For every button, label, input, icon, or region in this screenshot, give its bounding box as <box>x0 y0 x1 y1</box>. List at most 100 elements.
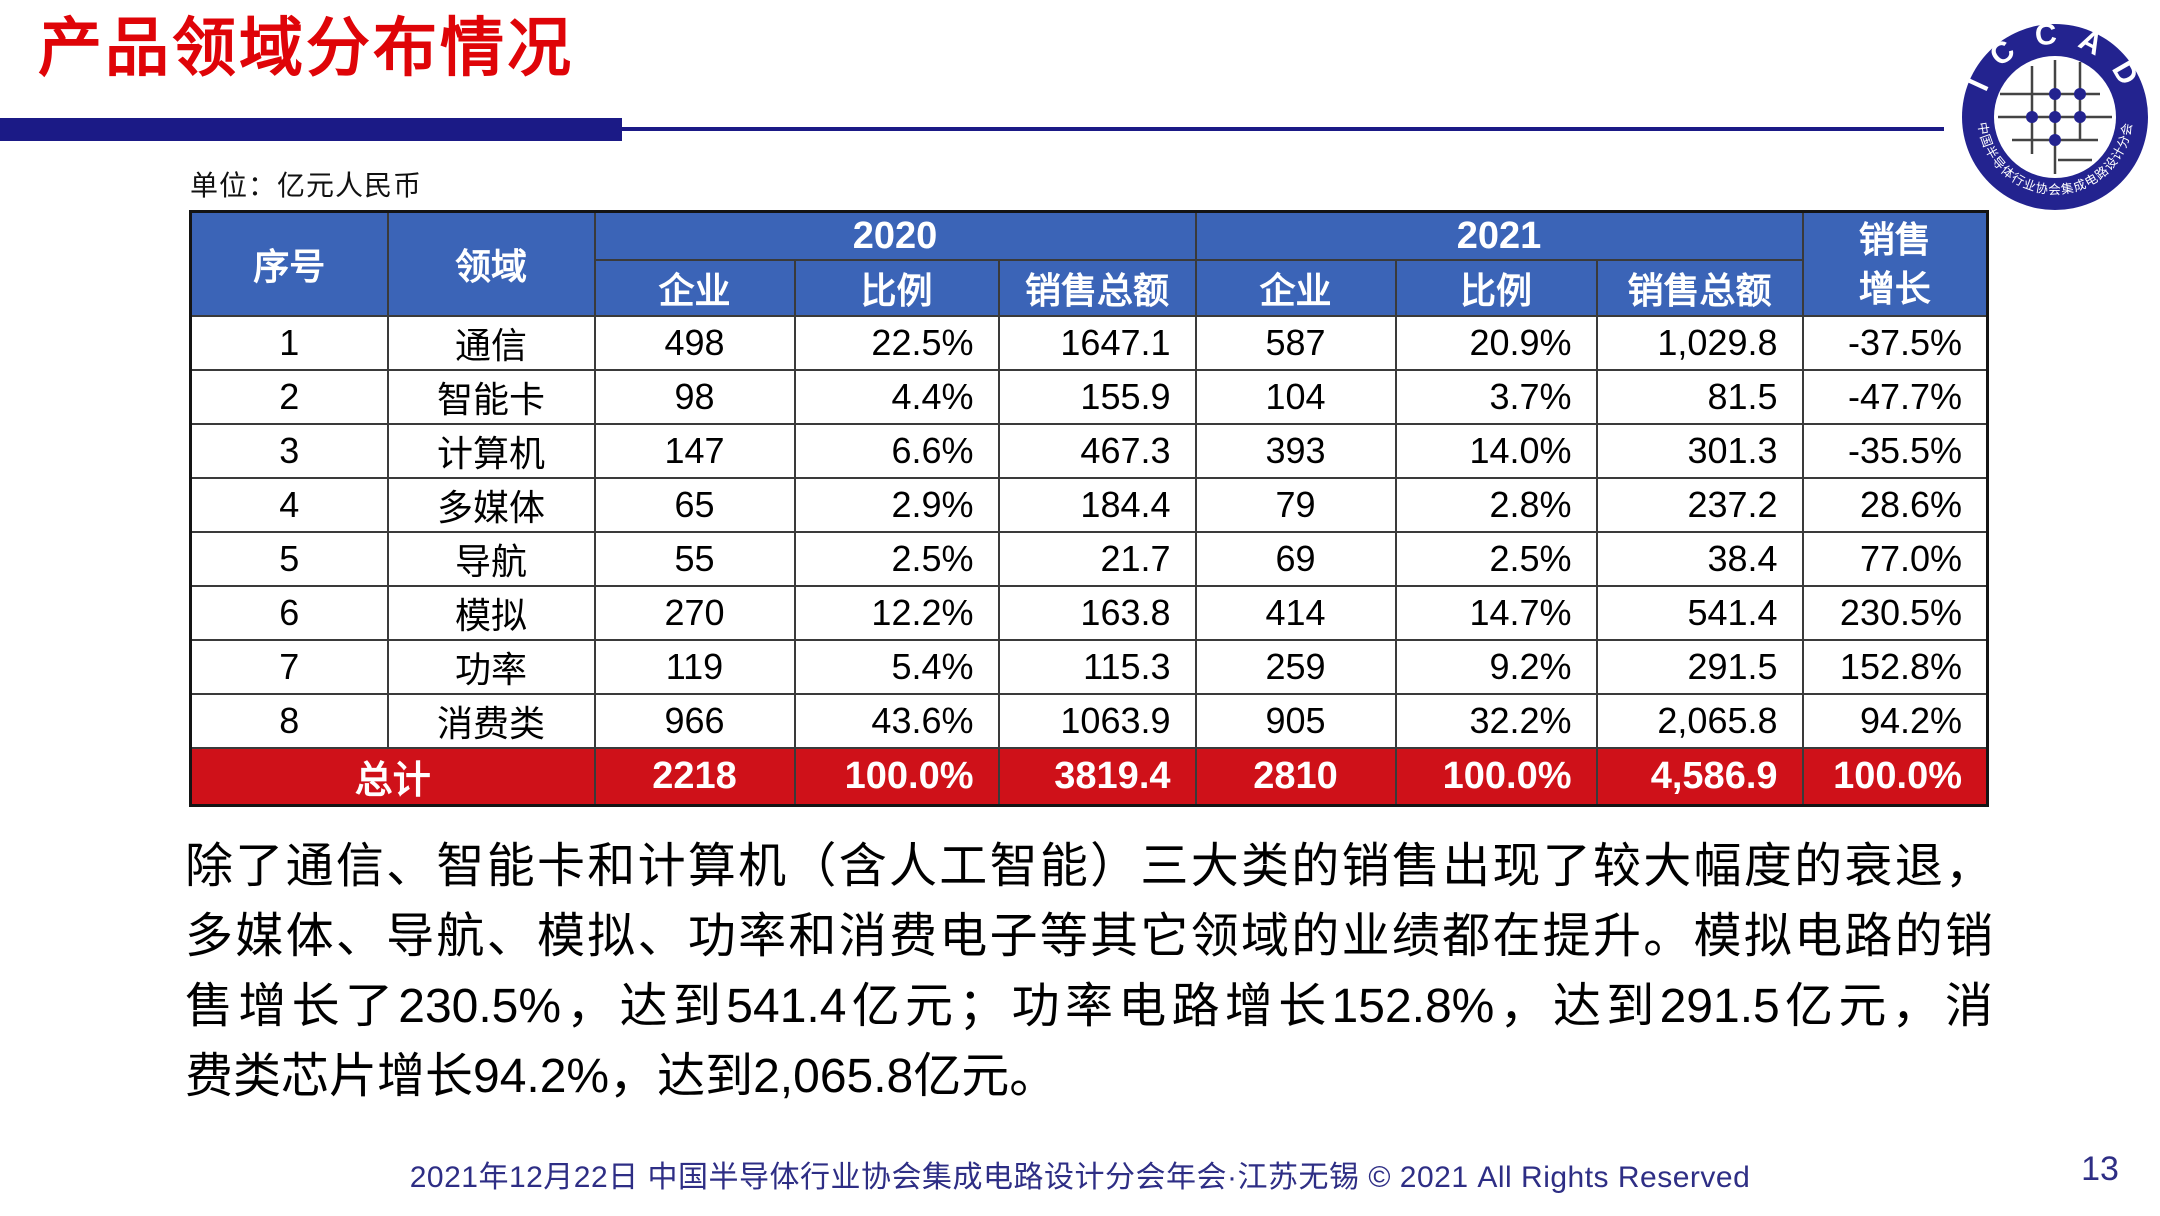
table-cell: 100.0% <box>1394 747 1598 807</box>
iccad-logo-icon: I C C A D 中国半导体行业协会集成电路设计分会 <box>1962 22 2148 210</box>
table-cell: 5 <box>189 531 389 587</box>
table-cell: 6.6% <box>793 423 1000 479</box>
table-cell: 2.5% <box>793 531 1000 587</box>
table-cell: 通信 <box>386 315 596 371</box>
table-row: 2 智能卡 98 4.4% 155.9 104 3.7% 81.5 -47.7% <box>189 369 1989 425</box>
table-cell: 115.3 <box>997 639 1197 695</box>
table-cell: 541.4 <box>1595 585 1804 641</box>
table-header-row-1: 序号 领域 2020 2021 销售 增长 <box>189 210 1989 317</box>
table-cell: 152.8% <box>1801 639 1989 695</box>
table-cell: 79 <box>1194 477 1397 533</box>
table-cell: 3.7% <box>1394 369 1598 425</box>
title-underline-thin <box>622 127 1944 131</box>
table-cell: 498 <box>593 315 796 371</box>
table-cell: 模拟 <box>386 585 596 641</box>
header-sales-growth: 销售 增长 <box>1801 210 1989 317</box>
table-cell: 7 <box>189 639 389 695</box>
footer-text: 2021年12月22日 中国半导体行业协会集成电路设计分会年会·江苏无锡 © 2… <box>409 1161 1751 1194</box>
table-cell: 100.0% <box>1801 747 1989 807</box>
page-number: 13 <box>2081 1150 2119 1188</box>
header-sales-2021: 销售总额 <box>1595 259 1804 317</box>
table-cell: 3 <box>189 423 389 479</box>
table-cell: 163.8 <box>997 585 1197 641</box>
header-company-2020: 企业 <box>593 259 796 317</box>
table-cell: 966 <box>593 693 796 749</box>
table-cell: 587 <box>1194 315 1397 371</box>
table-cell: 计算机 <box>386 423 596 479</box>
table-cell: 功率 <box>386 639 596 695</box>
table-cell: 2.8% <box>1394 477 1598 533</box>
table-cell: 3819.4 <box>997 747 1197 807</box>
paragraph-line: 除了通信、智能卡和计算机（含人工智能）三大类的销售出现了较大幅度的衰退， <box>185 840 1993 893</box>
table-cell: 301.3 <box>1595 423 1804 479</box>
table-row: 5 导航 55 2.5% 21.7 69 2.5% 38.4 77.0% <box>189 531 1989 587</box>
table-cell: 4 <box>189 477 389 533</box>
header-company-2021: 企业 <box>1194 259 1397 317</box>
table-cell: 14.0% <box>1394 423 1598 479</box>
table-cell: 43.6% <box>793 693 1000 749</box>
table-cell: 1063.9 <box>997 693 1197 749</box>
table-cell: 69 <box>1194 531 1397 587</box>
table-cell: 4,586.9 <box>1595 747 1804 807</box>
table-cell: 6 <box>189 585 389 641</box>
total-label: 总计 <box>189 747 596 807</box>
table-cell: 155.9 <box>997 369 1197 425</box>
table-cell: 5.4% <box>793 639 1000 695</box>
table-cell: 55 <box>593 531 796 587</box>
table-header-row-2: 企业 比例 销售总额 企业 比例 销售总额 <box>191 259 1988 317</box>
table-cell: 32.2% <box>1394 693 1598 749</box>
header-sales-growth-line1: 销售 <box>1858 219 1931 260</box>
table-cell: 81.5 <box>1595 369 1804 425</box>
title-underline-thick <box>0 118 622 141</box>
header-year-2020: 2020 <box>593 210 1197 261</box>
table-cell: 119 <box>593 639 796 695</box>
table-row: 1 通信 498 22.5% 1647.1 587 20.9% 1,029.8 … <box>189 315 1989 371</box>
table-cell: -35.5% <box>1801 423 1989 479</box>
table-cell: 147 <box>593 423 796 479</box>
header-share-2020: 比例 <box>793 259 1000 317</box>
table-cell: 270 <box>593 585 796 641</box>
table-cell: 38.4 <box>1595 531 1804 587</box>
table-cell: 184.4 <box>997 477 1197 533</box>
table-cell: 100.0% <box>793 747 1000 807</box>
page-title: 产品领域分布情况 <box>38 12 574 84</box>
table-row: 7 功率 119 5.4% 115.3 259 9.2% 291.5 152.8… <box>189 639 1989 695</box>
table-cell: 393 <box>1194 423 1397 479</box>
header-sales-growth-line2: 增长 <box>1858 268 1931 309</box>
table-cell: 414 <box>1194 585 1397 641</box>
table-cell: -47.7% <box>1801 369 1989 425</box>
table-row: 6 模拟 270 12.2% 163.8 414 14.7% 541.4 230… <box>189 585 1989 641</box>
table-cell: 消费类 <box>386 693 596 749</box>
paragraph-line: 售增长了230.5%，达到541.4亿元；功率电路增长152.8%，达到291.… <box>185 980 1993 1033</box>
header-share-2021: 比例 <box>1394 259 1598 317</box>
table-cell: 2,065.8 <box>1595 693 1804 749</box>
table-cell: 65 <box>593 477 796 533</box>
paragraph-line: 多媒体、导航、模拟、功率和消费电子等其它领域的业绩都在提升。模拟电路的销 <box>185 910 1993 963</box>
table-cell: 467.3 <box>997 423 1197 479</box>
table-cell: 104 <box>1194 369 1397 425</box>
table-cell: 12.2% <box>793 585 1000 641</box>
table-cell: 智能卡 <box>386 369 596 425</box>
product-domain-table: 序号 领域 2020 2021 销售 增长 企业 比例 销售总额 企业 比例 销… <box>189 210 1990 807</box>
table-cell: 14.7% <box>1394 585 1598 641</box>
header-year-2021: 2021 <box>1194 210 1804 261</box>
header-sales-2020: 销售总额 <box>997 259 1197 317</box>
table-cell: 1,029.8 <box>1595 315 1804 371</box>
table-row: 3 计算机 147 6.6% 467.3 393 14.0% 301.3 -35… <box>189 423 1989 479</box>
table-cell: 237.2 <box>1595 477 1804 533</box>
table-cell: 77.0% <box>1801 531 1989 587</box>
table-row: 4 多媒体 65 2.9% 184.4 79 2.8% 237.2 28.6% <box>189 477 1989 533</box>
table-cell: 905 <box>1194 693 1397 749</box>
header-index: 序号 <box>189 210 389 317</box>
header-domain: 领域 <box>386 210 596 317</box>
table-cell: 4.4% <box>793 369 1000 425</box>
table-cell: 21.7 <box>997 531 1197 587</box>
table-cell: 98 <box>593 369 796 425</box>
table-cell: 1647.1 <box>997 315 1197 371</box>
table-cell: 20.9% <box>1394 315 1598 371</box>
unit-note: 单位：亿元人民币 <box>190 170 423 201</box>
table-cell: 1 <box>189 315 389 371</box>
commentary-paragraph: 除了通信、智能卡和计算机（含人工智能）三大类的销售出现了较大幅度的衰退， 多媒体… <box>185 832 1993 1112</box>
table-cell: -37.5% <box>1801 315 1989 371</box>
